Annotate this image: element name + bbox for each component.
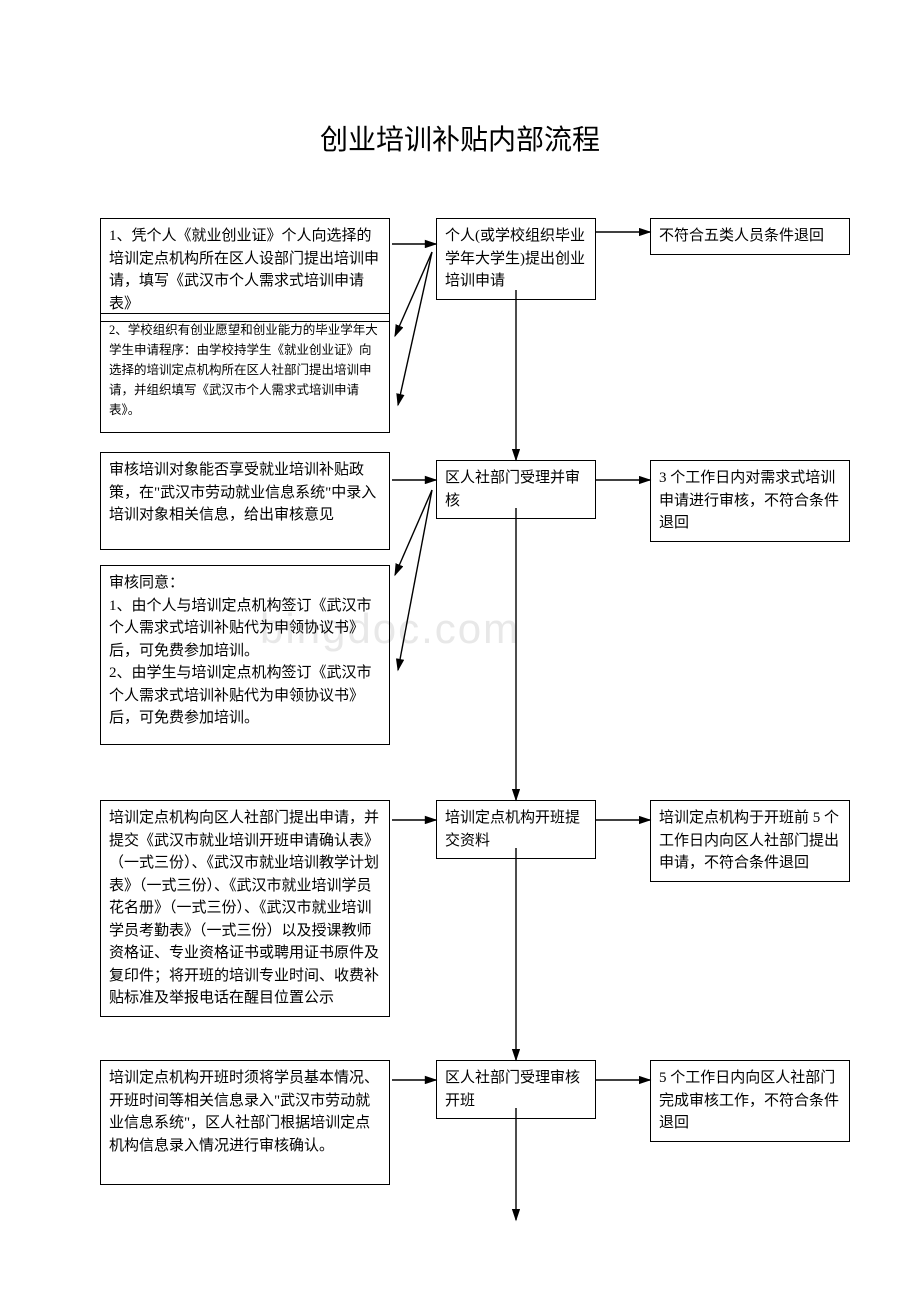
node-review-class: 区人社部门受理审核开班: [436, 1060, 596, 1119]
note-approved: 审核同意：1、由个人与培训定点机构签订《武汉市个人需求式培训补贴代为申领协议书》…: [100, 565, 390, 745]
note-class-entry: 培训定点机构开班时须将学员基本情况、开班时间等相关信息录入"武汉市劳动就业信息系…: [100, 1060, 390, 1185]
note-apply-school: 2、学校组织有创业愿望和创业能力的毕业学年大学生申请程序：由学校持学生《就业创业…: [100, 313, 390, 433]
node-review: 区人社部门受理并审核: [436, 460, 596, 519]
node-apply: 个人(或学校组织毕业学年大学生)提出创业培训申请: [436, 218, 596, 300]
node-open-class: 培训定点机构开班提交资料: [436, 800, 596, 859]
note-submit-docs: 培训定点机构向区人社部门提出申请，并提交《武汉市就业培训开班申请确认表》（一式三…: [100, 800, 390, 1017]
note-reject-4: 培训定点机构于开班前 5 个工作日内向区人社部门提出申请，不符合条件退回: [650, 800, 850, 882]
note-apply-individual: 1、凭个人《就业创业证》个人向选择的培训定点机构所在区人设部门提出培训申请，填写…: [100, 218, 390, 322]
note-review-input: 审核培训对象能否享受就业培训补贴政策，在"武汉市劳动就业信息系统"中录入培训对象…: [100, 452, 390, 550]
note-reject-1: 不符合五类人员条件退回: [650, 218, 850, 255]
page-title: 创业培训补贴内部流程: [0, 118, 920, 158]
note-reject-2: 3 个工作日内对需求式培训申请进行审核，不符合条件退回: [650, 460, 850, 542]
note-reject-5: 5 个工作日内向区人社部门完成审核工作，不符合条件退回: [650, 1060, 850, 1142]
